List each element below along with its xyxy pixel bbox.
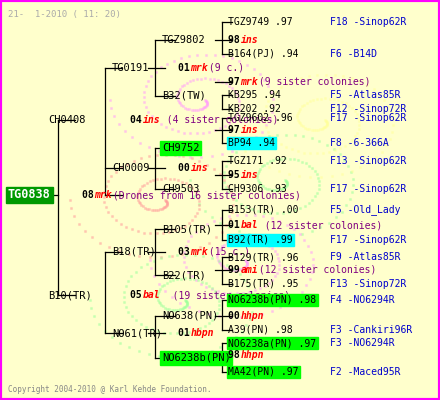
Text: B129(TR) .96: B129(TR) .96: [228, 252, 298, 262]
Text: F2 -Maced95R: F2 -Maced95R: [330, 367, 400, 377]
Text: 01: 01: [178, 328, 196, 338]
Text: TGZ9749 .97: TGZ9749 .97: [228, 17, 293, 27]
Text: hbpn: hbpn: [191, 328, 214, 338]
Text: 01: 01: [228, 220, 246, 230]
Text: B22(TR): B22(TR): [162, 270, 206, 280]
Text: TGZ9802: TGZ9802: [162, 35, 206, 45]
Text: F13 -Sinop72R: F13 -Sinop72R: [330, 279, 407, 289]
Text: F5 -Old_Lady: F5 -Old_Lady: [330, 204, 400, 216]
Text: B105(TR): B105(TR): [162, 224, 212, 234]
Text: F9 -Atlas85R: F9 -Atlas85R: [330, 252, 400, 262]
Text: TG0191: TG0191: [112, 63, 150, 73]
Text: ins: ins: [241, 35, 258, 45]
Text: F8 -6-366A: F8 -6-366A: [330, 138, 389, 148]
Text: TG0838: TG0838: [8, 188, 51, 202]
Text: 00: 00: [228, 311, 246, 321]
Text: NO6238b(PN) .98: NO6238b(PN) .98: [228, 295, 316, 305]
Text: 98: 98: [228, 35, 246, 45]
Text: KB295 .94: KB295 .94: [228, 90, 281, 100]
Text: (4 sister colonies): (4 sister colonies): [155, 115, 279, 125]
Text: BP94 .94: BP94 .94: [228, 138, 275, 148]
Text: 97: 97: [228, 77, 246, 87]
Text: 97: 97: [228, 125, 246, 135]
Text: ins: ins: [241, 170, 258, 180]
Text: bal: bal: [241, 220, 258, 230]
Text: 21-  1-2010 ( 11: 20): 21- 1-2010 ( 11: 20): [8, 10, 121, 19]
Text: (9 sister colonies): (9 sister colonies): [253, 77, 370, 87]
Text: CH9306 .93: CH9306 .93: [228, 184, 287, 194]
Text: F3 -Cankiri96R: F3 -Cankiri96R: [330, 325, 412, 335]
Text: F6 -B14D: F6 -B14D: [330, 49, 377, 59]
Text: F5 -Atlas85R: F5 -Atlas85R: [330, 90, 400, 100]
Text: B92(TR) .99: B92(TR) .99: [228, 235, 293, 245]
Text: B164(PJ) .94: B164(PJ) .94: [228, 49, 298, 59]
Text: A39(PN) .98: A39(PN) .98: [228, 325, 293, 335]
Text: 01: 01: [178, 63, 196, 73]
Text: 05: 05: [130, 290, 148, 300]
Text: CH0408: CH0408: [48, 115, 85, 125]
Text: NO6238b(PN): NO6238b(PN): [162, 353, 231, 363]
Text: mrk: mrk: [95, 190, 112, 200]
Text: F4 -NO6294R: F4 -NO6294R: [330, 295, 395, 305]
Text: ami: ami: [241, 265, 258, 275]
Text: MA42(PN) .97: MA42(PN) .97: [228, 367, 298, 377]
Text: CH9752: CH9752: [162, 143, 199, 153]
Text: F3 -NO6294R: F3 -NO6294R: [330, 338, 395, 348]
Text: F18 -Sinop62R: F18 -Sinop62R: [330, 17, 407, 27]
Text: Copyright 2004-2010 @ Karl Kehde Foundation.: Copyright 2004-2010 @ Karl Kehde Foundat…: [8, 385, 212, 394]
Text: CH9503: CH9503: [162, 184, 199, 194]
Text: NO638(PN): NO638(PN): [162, 311, 218, 321]
Text: F13 -Sinop62R: F13 -Sinop62R: [330, 156, 407, 166]
Text: B18(TR): B18(TR): [112, 247, 156, 257]
Text: (12 sister colonies): (12 sister colonies): [253, 265, 377, 275]
Text: NO61(TR): NO61(TR): [112, 328, 162, 338]
Text: 98: 98: [228, 350, 246, 360]
Text: B175(TR) .95: B175(TR) .95: [228, 279, 298, 289]
Text: CH0009: CH0009: [112, 163, 150, 173]
Text: mrk: mrk: [191, 63, 208, 73]
Text: 95: 95: [228, 170, 246, 180]
Text: 03: 03: [178, 247, 196, 257]
Text: 08: 08: [82, 190, 99, 200]
Text: ins: ins: [143, 115, 160, 125]
Text: (15 c.): (15 c.): [203, 247, 250, 257]
Text: 00: 00: [178, 163, 196, 173]
Text: mrk: mrk: [241, 77, 258, 87]
Text: B10(TR): B10(TR): [48, 290, 92, 300]
Text: TGZ171 .92: TGZ171 .92: [228, 156, 287, 166]
Text: F12 -Sinop72R: F12 -Sinop72R: [330, 104, 407, 114]
Text: ins: ins: [241, 125, 258, 135]
Text: B153(TR) .00: B153(TR) .00: [228, 205, 298, 215]
Text: (12 sister colonies): (12 sister colonies): [253, 220, 382, 230]
Text: 04: 04: [130, 115, 148, 125]
Text: B32(TW): B32(TW): [162, 91, 206, 101]
Text: mrk: mrk: [191, 247, 208, 257]
Text: bal: bal: [143, 290, 160, 300]
Text: TGZ9602 .96: TGZ9602 .96: [228, 113, 293, 123]
Text: (9 c.): (9 c.): [203, 63, 244, 73]
Text: 99: 99: [228, 265, 246, 275]
Text: (19 sister colonies): (19 sister colonies): [155, 290, 290, 300]
Text: F17 -Sinop62R: F17 -Sinop62R: [330, 113, 407, 123]
Text: NO6238a(PN) .97: NO6238a(PN) .97: [228, 338, 316, 348]
Text: ins: ins: [191, 163, 208, 173]
Text: (Drones from 16 sister colonies): (Drones from 16 sister colonies): [107, 190, 301, 200]
Text: F17 -Sinop62R: F17 -Sinop62R: [330, 184, 407, 194]
Text: KB202 .92: KB202 .92: [228, 104, 281, 114]
Text: F17 -Sinop62R: F17 -Sinop62R: [330, 235, 407, 245]
Text: hhpn: hhpn: [241, 311, 264, 321]
Text: hhpn: hhpn: [241, 350, 264, 360]
